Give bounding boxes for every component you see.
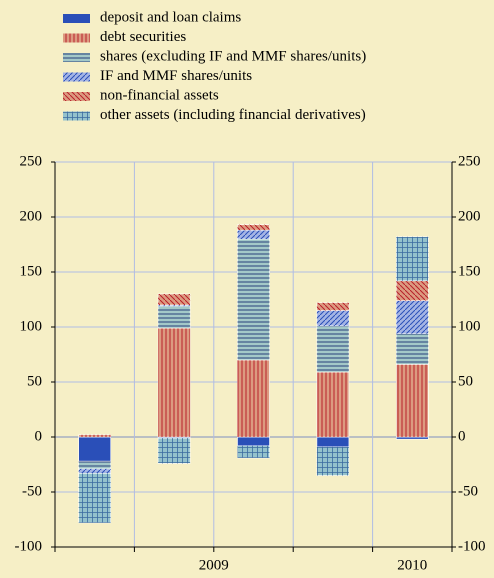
legend-label: debt securities	[100, 29, 186, 45]
y2-tick-label: 100	[458, 318, 481, 334]
bar-pattern	[316, 325, 349, 373]
legend-label: shares (excluding IF and MMF shares/unit…	[100, 48, 366, 64]
bar-pattern	[78, 461, 111, 469]
bar	[395, 436, 429, 440]
y-tick-label: 250	[20, 153, 43, 169]
legend-swatch-pattern	[63, 72, 90, 82]
x-group-label: 2009	[199, 557, 229, 573]
bar-pattern	[158, 328, 191, 437]
y-tick-label: 0	[35, 428, 43, 444]
legend-swatch-pattern	[63, 92, 90, 101]
y2-tick-label: 150	[458, 263, 481, 279]
bar-pattern	[158, 306, 191, 329]
y2-tick-label: 0	[458, 428, 466, 444]
bar-pattern	[158, 438, 191, 464]
y-tick-label: -100	[15, 538, 43, 554]
y2-tick-label: 200	[458, 208, 481, 224]
bar-pattern	[396, 236, 429, 281]
bar-pattern	[237, 224, 270, 231]
bar-pattern	[396, 333, 429, 365]
legend-swatch	[63, 14, 90, 23]
bar-pattern	[237, 230, 270, 239]
y-tick-label: -50	[22, 483, 42, 499]
bar-pattern	[237, 445, 270, 458]
y2-tick-label: -100	[458, 538, 486, 554]
legend-label: deposit and loan claims	[100, 9, 241, 25]
y2-tick-label: 250	[458, 153, 481, 169]
bar-pattern	[316, 302, 349, 311]
y-tick-label: 150	[20, 263, 43, 279]
y-tick-label: 50	[27, 373, 42, 389]
bar-pattern	[237, 360, 270, 437]
legend-swatch-pattern	[63, 33, 90, 43]
bar-pattern	[78, 473, 111, 523]
legend-label: non-financial assets	[100, 87, 219, 103]
bar-pattern	[316, 446, 349, 476]
bar-pattern	[158, 294, 191, 305]
bar	[237, 436, 270, 447]
bar-pattern	[237, 239, 270, 360]
legend-label: IF and MMF shares/units	[100, 68, 252, 84]
y-tick-label: 100	[20, 318, 43, 334]
bar-pattern	[396, 300, 429, 334]
bar-pattern	[316, 310, 349, 326]
bar-pattern	[78, 434, 111, 437]
legend-swatch-pattern	[63, 111, 90, 121]
y-tick-label: 200	[20, 208, 43, 224]
bar-pattern	[316, 372, 349, 437]
legend-label: other assets (including financial deriva…	[100, 107, 366, 123]
x-group-label: 2010	[397, 557, 427, 573]
bar	[316, 436, 350, 448]
y2-tick-label: -50	[458, 483, 478, 499]
y2-tick-label: 50	[458, 373, 473, 389]
bar-pattern	[396, 364, 429, 437]
bar-pattern	[158, 305, 191, 307]
bar-pattern	[78, 468, 111, 474]
bar	[78, 436, 111, 462]
bar-pattern	[396, 280, 429, 301]
legend-swatch-pattern	[63, 53, 90, 62]
